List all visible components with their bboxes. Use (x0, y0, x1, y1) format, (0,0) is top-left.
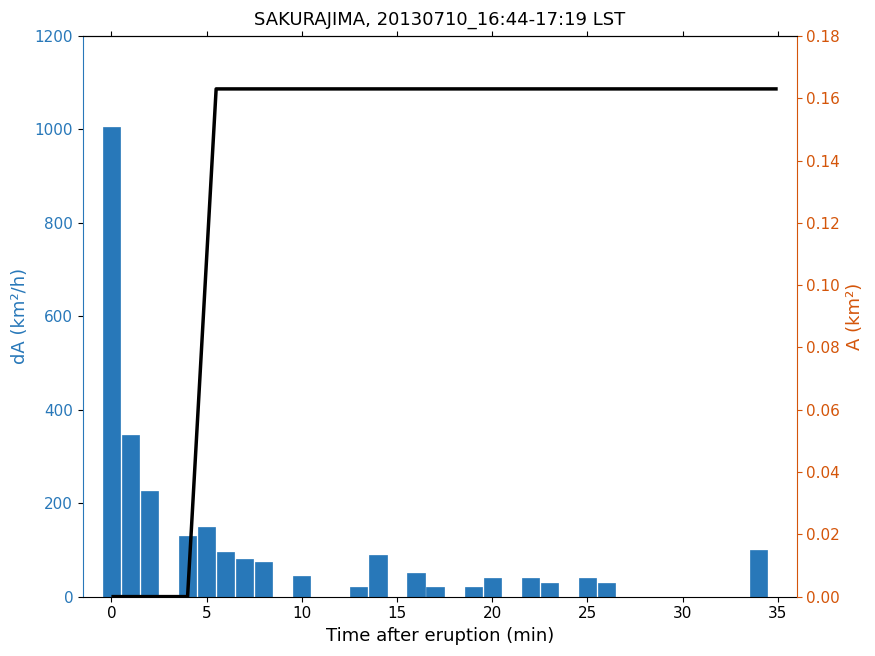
Bar (179, 536, 196, 596)
Bar (198, 527, 215, 596)
Bar (484, 578, 500, 596)
Bar (522, 578, 539, 596)
Bar (541, 583, 558, 596)
Y-axis label: A (km²): A (km²) (846, 283, 864, 350)
Bar (122, 436, 139, 596)
Bar (408, 573, 424, 596)
X-axis label: Time after eruption (min): Time after eruption (min) (326, 627, 554, 645)
Bar (465, 587, 482, 596)
Bar (578, 578, 596, 596)
Bar (598, 583, 615, 596)
Bar (369, 554, 387, 596)
Bar (350, 587, 367, 596)
Y-axis label: dA (km²/h): dA (km²/h) (11, 268, 29, 364)
Title: SAKURAJIMA, 20130710_16:44-17:19 LST: SAKURAJIMA, 20130710_16:44-17:19 LST (255, 11, 626, 29)
Bar (293, 575, 311, 596)
Bar (426, 587, 444, 596)
Bar (255, 562, 272, 596)
Bar (236, 559, 253, 596)
Bar (750, 550, 767, 596)
Bar (217, 552, 234, 596)
Bar (141, 491, 158, 596)
Bar (103, 127, 120, 596)
